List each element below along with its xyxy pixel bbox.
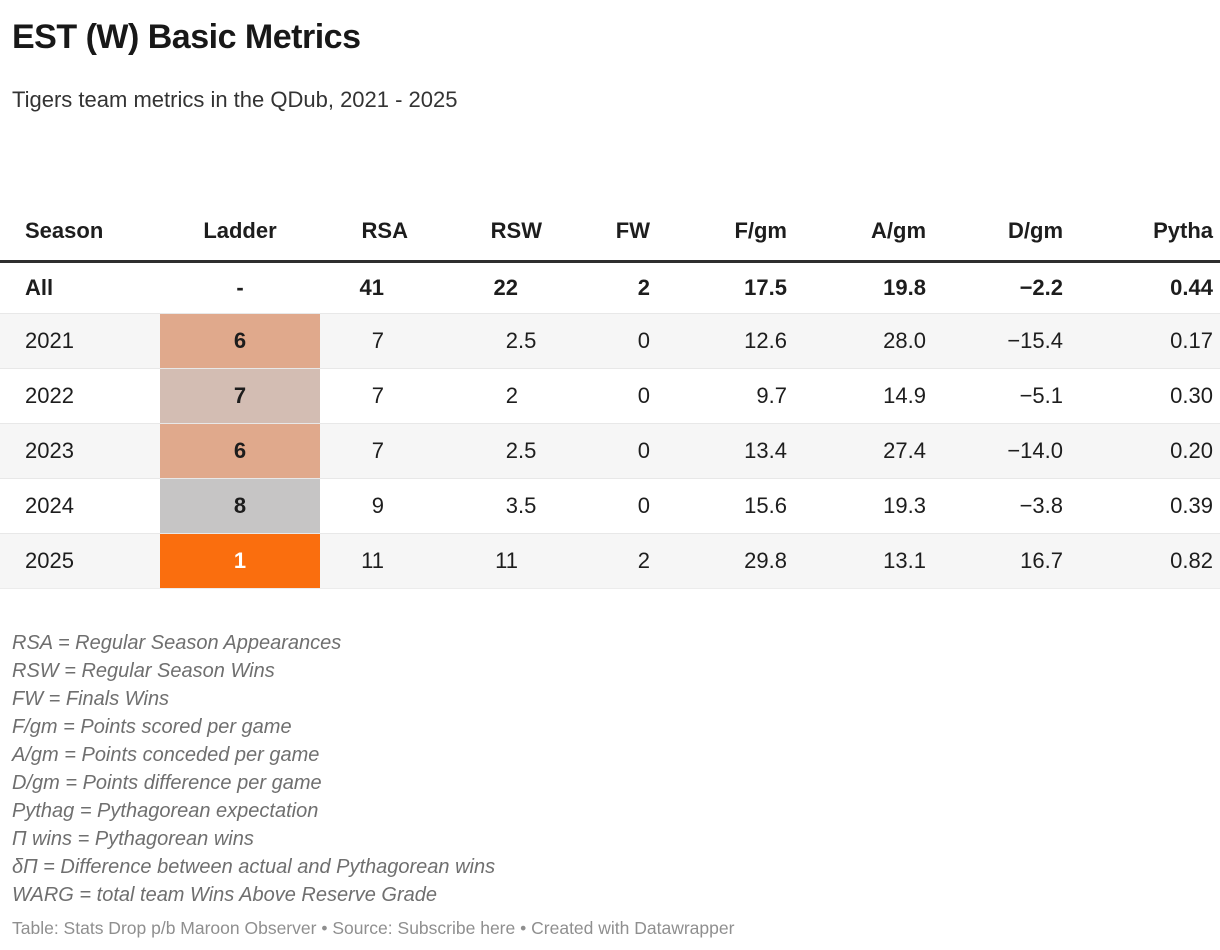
- value-cell-f-gm: 29.8: [650, 532, 787, 589]
- value-cell-d-gm: −3.8: [926, 477, 1063, 534]
- value-cell-rsw: 3.5: [408, 477, 542, 534]
- column-header-fw: FW: [542, 203, 650, 263]
- value-cell-f-gm: 12.6: [650, 312, 787, 369]
- season-cell: 2021: [0, 312, 160, 369]
- value-cell-pytha: 0.44: [1170, 274, 1213, 300]
- season-cell: 2025: [0, 532, 160, 589]
- separator-dot: •: [520, 917, 527, 938]
- ladder-rank-cell: 6: [160, 312, 320, 369]
- table-header: Season Ladder RSA RSW FW F/gm A/gm D/gm Pytha: [0, 203, 1220, 263]
- column-header-pytha: Pytha: [1063, 203, 1220, 263]
- value-cell-pytha: 0.82: [1063, 532, 1220, 589]
- table-row-2025: 2025 1 11 11 2 29.8 13.1 16.7 0.82: [0, 532, 1220, 589]
- value-cell-a-gm: 13.1: [787, 532, 926, 589]
- footnote-line: D/gm = Points difference per game: [12, 771, 322, 794]
- column-header-a-gm: A/gm: [787, 203, 926, 263]
- value-cell-fw: 2: [637, 274, 650, 300]
- value-cell-pytha: 0.20: [1063, 422, 1220, 479]
- value-cell-fw: 0: [542, 367, 650, 424]
- value-cell-pytha: 0.39: [1063, 477, 1220, 534]
- footnote-line: Pythag = Pythagorean expectation: [12, 799, 319, 822]
- value-cell-d-gm: −5.1: [926, 367, 1063, 424]
- value-cell-a-gm: 28.0: [787, 312, 926, 369]
- datawrapper-link[interactable]: Created with Datawrapper: [531, 917, 735, 938]
- value-cell-f-gm: 15.6: [650, 477, 787, 534]
- table-body: All -41 22 2 17.5 19.8 −2.2 0.44 2021 6 7 2.5 0 12.6 2…: [0, 261, 1220, 589]
- value-cell-rsw: 2.5: [408, 312, 542, 369]
- ladder-rank-cell: -: [236, 274, 244, 300]
- value-cell-rsa: 11: [320, 532, 408, 589]
- value-cell-a-gm: 19.8: [883, 274, 926, 300]
- ladder-rank-cell: 8: [160, 477, 320, 534]
- table-credit: Table: Stats Drop p/b Maroon Observer: [12, 917, 317, 938]
- separator-dot: •: [321, 917, 328, 938]
- column-header-d-gm: D/gm: [926, 203, 1063, 263]
- footnote-line: RSA = Regular Season Appearances: [12, 631, 342, 654]
- ladder-rank-cell: 1: [160, 532, 320, 589]
- value-cell-fw: 0: [542, 312, 650, 369]
- footnote-line: A/gm = Points conceded per game: [12, 743, 320, 766]
- value-cell-fw: 0: [542, 477, 650, 534]
- value-cell-a-gm: 14.9: [787, 367, 926, 424]
- value-cell-rsa: 7: [320, 422, 408, 479]
- value-cell-a-gm: 27.4: [787, 422, 926, 479]
- column-header-rsa: RSA: [320, 203, 408, 263]
- chart-subtitle: Tigers team metrics in the QDub, 2021 - …: [12, 86, 458, 112]
- value-cell-rsa: 9: [320, 477, 408, 534]
- table-row-all: All -41 22 2 17.5 19.8 −2.2 0.44: [0, 261, 1220, 314]
- value-cell-fw: 2: [542, 532, 650, 589]
- source-link[interactable]: Subscribe here: [397, 917, 516, 938]
- value-cell-rsw: 22: [493, 274, 518, 300]
- value-cell-rsw: 2: [408, 367, 542, 424]
- column-header-rsw: RSW: [408, 203, 542, 263]
- value-cell-f-gm: 13.4: [650, 422, 787, 479]
- attribution-footer: Table: Stats Drop p/b Maroon Observer • …: [0, 916, 1220, 940]
- value-cell-d-gm: −2.2: [1019, 274, 1063, 300]
- value-cell-pytha: 0.30: [1063, 367, 1220, 424]
- column-header-ladder: Ladder: [160, 203, 320, 263]
- value-cell-rsw: 11: [408, 532, 542, 589]
- footnote-line: WARG = total team Wins Above Reserve Gra…: [12, 883, 437, 906]
- table-row-2022: 2022 7 7 2 0 9.7 14.9 −5.1 0.30: [0, 367, 1220, 424]
- value-cell-f-gm: 9.7: [650, 367, 787, 424]
- table-header-row: Season Ladder RSA RSW FW F/gm A/gm D/gm Pytha: [0, 203, 1220, 263]
- column-header-season: Season: [0, 203, 160, 263]
- table-row-2021: 2021 6 7 2.5 0 12.6 28.0 −15.4 0.17: [0, 312, 1220, 369]
- value-cell-f-gm: 17.5: [744, 274, 787, 300]
- value-cell-d-gm: −15.4: [926, 312, 1063, 369]
- season-cell: 2023: [0, 422, 160, 479]
- footnote-line: δΠ = Difference between actual and Pytha…: [12, 855, 496, 878]
- value-cell-d-gm: −14.0: [926, 422, 1063, 479]
- value-cell-rsw: 2.5: [408, 422, 542, 479]
- value-cell-rsa: 7: [320, 367, 408, 424]
- column-header-f-gm: F/gm: [650, 203, 787, 263]
- value-cell-d-gm: 16.7: [926, 532, 1063, 589]
- chart-title: EST (W) Basic Metrics: [12, 18, 361, 56]
- footnote-line: FW = Finals Wins: [12, 687, 170, 710]
- season-cell: All: [25, 274, 54, 300]
- ladder-rank-cell: 6: [160, 422, 320, 479]
- ladder-rank-cell: 7: [160, 367, 320, 424]
- footnote-line: F/gm = Points scored per game: [12, 715, 292, 738]
- value-cell-rsa: 7: [320, 312, 408, 369]
- footnote-line: Π wins = Pythagorean wins: [12, 827, 254, 850]
- table-row-2023: 2023 6 7 2.5 0 13.4 27.4 −14.0 0.20: [0, 422, 1220, 479]
- value-cell-fw: 0: [542, 422, 650, 479]
- footnotes-block: RSA = Regular Season Appearances RSW = R…: [0, 629, 1220, 909]
- season-cell: 2024: [0, 477, 160, 534]
- table-row-2024: 2024 8 9 3.5 0 15.6 19.3 −3.8 0.39: [0, 477, 1220, 534]
- footnote-line: RSW = Regular Season Wins: [12, 659, 275, 682]
- value-cell-rsa: 41: [359, 274, 384, 300]
- value-cell-pytha: 0.17: [1063, 312, 1220, 369]
- season-cell: 2022: [0, 367, 160, 424]
- metrics-table: Season Ladder RSA RSW FW F/gm A/gm D/gm Pytha Al…: [0, 203, 1220, 589]
- value-cell-a-gm: 19.3: [787, 477, 926, 534]
- source-label: Source:: [332, 917, 393, 938]
